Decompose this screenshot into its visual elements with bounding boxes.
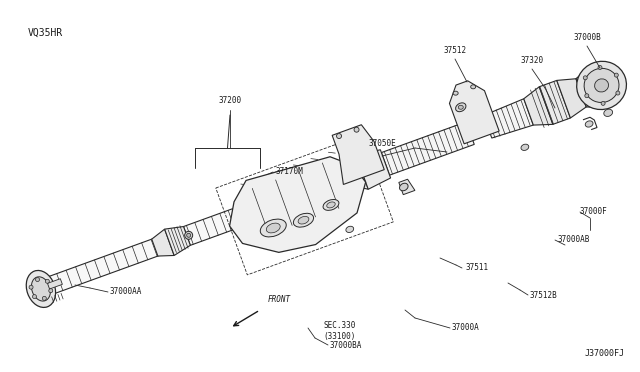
Ellipse shape: [293, 213, 314, 227]
Ellipse shape: [595, 79, 609, 92]
Ellipse shape: [354, 127, 359, 132]
Ellipse shape: [45, 279, 49, 283]
Polygon shape: [484, 99, 533, 138]
Polygon shape: [524, 87, 553, 125]
Text: VQ35HR: VQ35HR: [28, 28, 63, 38]
Ellipse shape: [583, 76, 588, 80]
Text: 37512B: 37512B: [530, 291, 557, 299]
Ellipse shape: [604, 109, 612, 116]
Text: FRONT: FRONT: [268, 295, 291, 304]
Polygon shape: [35, 235, 170, 298]
Ellipse shape: [577, 61, 627, 109]
Text: 37000B: 37000B: [573, 33, 601, 42]
Ellipse shape: [598, 65, 602, 70]
Text: 37320: 37320: [520, 56, 543, 65]
Ellipse shape: [327, 202, 335, 208]
Text: 37000AA: 37000AA: [110, 288, 142, 296]
Ellipse shape: [260, 219, 286, 237]
Text: SEC.330: SEC.330: [324, 321, 356, 330]
Ellipse shape: [521, 144, 529, 150]
Polygon shape: [576, 66, 606, 107]
Ellipse shape: [584, 68, 619, 102]
Text: 37000F: 37000F: [580, 208, 608, 217]
Text: J37000FJ: J37000FJ: [585, 349, 625, 358]
Ellipse shape: [29, 285, 33, 289]
Ellipse shape: [616, 91, 620, 95]
Ellipse shape: [601, 101, 605, 105]
Text: 37170M: 37170M: [275, 167, 303, 176]
Polygon shape: [164, 227, 190, 256]
Text: 37200: 37200: [218, 96, 241, 105]
Ellipse shape: [26, 270, 56, 307]
Ellipse shape: [346, 226, 354, 232]
Polygon shape: [557, 79, 586, 118]
Ellipse shape: [323, 199, 339, 210]
Ellipse shape: [453, 91, 458, 95]
Ellipse shape: [298, 217, 309, 224]
Polygon shape: [399, 179, 415, 195]
Ellipse shape: [42, 296, 46, 300]
Polygon shape: [540, 80, 570, 124]
Polygon shape: [449, 81, 499, 144]
Ellipse shape: [266, 223, 280, 233]
Polygon shape: [47, 279, 62, 289]
Ellipse shape: [185, 231, 193, 239]
Ellipse shape: [456, 103, 466, 112]
Text: (33100): (33100): [324, 331, 356, 340]
Ellipse shape: [187, 233, 191, 237]
Text: 37000BA: 37000BA: [330, 340, 362, 350]
Ellipse shape: [458, 105, 463, 109]
Ellipse shape: [585, 94, 589, 98]
Text: 37000A: 37000A: [452, 324, 480, 333]
Polygon shape: [347, 155, 368, 189]
Polygon shape: [230, 157, 365, 252]
Text: 37511: 37511: [465, 263, 488, 273]
Ellipse shape: [49, 289, 52, 293]
Polygon shape: [184, 203, 255, 246]
Text: 37000AB: 37000AB: [558, 235, 590, 244]
Polygon shape: [152, 229, 174, 256]
Ellipse shape: [585, 121, 593, 127]
Ellipse shape: [35, 278, 40, 282]
Ellipse shape: [33, 295, 36, 299]
Ellipse shape: [31, 277, 51, 301]
Ellipse shape: [614, 73, 618, 77]
Polygon shape: [381, 122, 474, 175]
Ellipse shape: [399, 183, 408, 191]
Ellipse shape: [337, 134, 342, 138]
Text: 37512: 37512: [444, 46, 467, 55]
Polygon shape: [332, 125, 384, 185]
Text: 37050E: 37050E: [368, 139, 396, 148]
Ellipse shape: [470, 85, 476, 89]
Polygon shape: [356, 150, 390, 189]
